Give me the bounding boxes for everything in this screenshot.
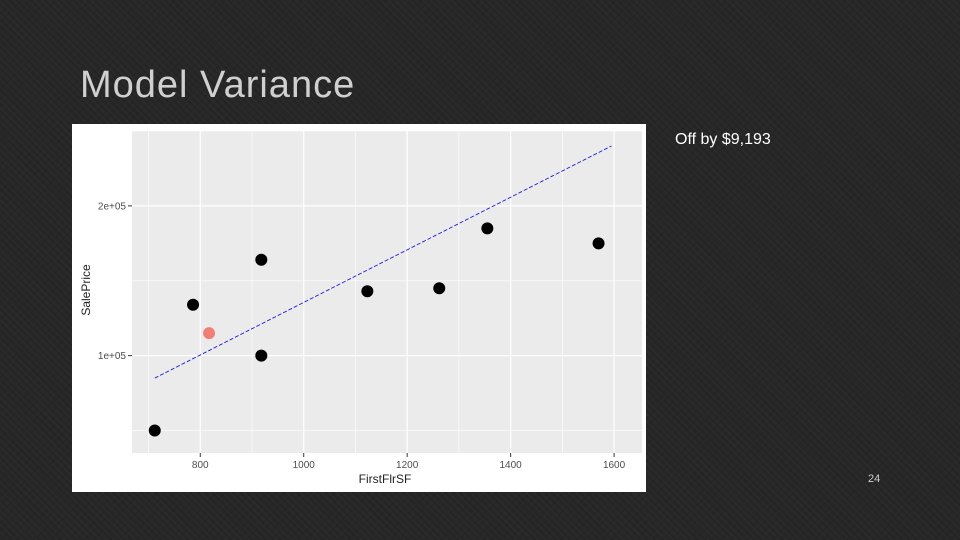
data-point — [481, 222, 494, 235]
data-point — [255, 349, 268, 362]
fit-line — [154, 145, 612, 379]
fit-line-layer — [154, 145, 612, 379]
y-tick-label: 1e+05 — [98, 351, 127, 362]
x-tick-label: 1000 — [293, 460, 316, 471]
x-tick-label: 1200 — [396, 460, 419, 471]
x-tick-label: 1600 — [603, 460, 626, 471]
data-point — [361, 285, 374, 298]
plot-panel-background — [132, 131, 642, 453]
error-annotation: Off by $9,193 — [675, 131, 771, 148]
x-tick-label: 800 — [192, 460, 209, 471]
data-point — [187, 298, 200, 311]
x-axis-ticks: 800 1000 1200 1400 1600 — [192, 453, 626, 471]
data-point — [433, 282, 446, 295]
slide-number: 24 — [868, 473, 881, 485]
scatter-plot: 800 1000 1200 1400 1600 1e+05 2e+05 FirstFlrS… — [72, 124, 646, 492]
data-point — [148, 424, 161, 437]
y-tick-label: 2e+05 — [98, 201, 127, 212]
chart-svg: 800 1000 1200 1400 1600 1e+05 2e+05 FirstFlrS… — [79, 130, 642, 486]
slide-title: Model Variance — [80, 64, 356, 106]
minor-gridlines — [132, 130, 642, 453]
y-axis-ticks: 1e+05 2e+05 — [98, 201, 132, 362]
x-axis-label: FirstFlrSF — [359, 472, 412, 486]
data-point — [592, 237, 605, 250]
points-layer — [148, 222, 605, 437]
highlighted-point — [203, 327, 216, 340]
x-tick-label: 1400 — [499, 460, 522, 471]
y-axis-label: SalePrice — [79, 264, 93, 316]
data-point — [255, 253, 268, 266]
major-gridlines — [132, 131, 642, 453]
